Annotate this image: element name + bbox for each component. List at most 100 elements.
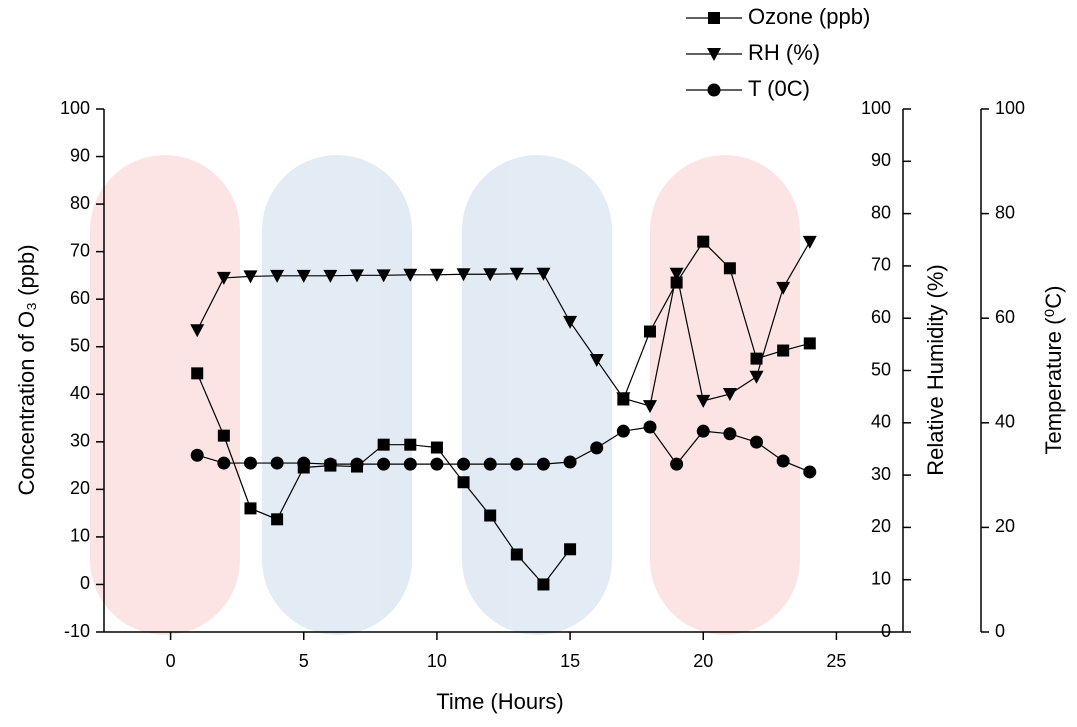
y3-tick-label: 100	[995, 98, 1025, 118]
watermark	[90, 155, 800, 635]
y2-tick-label: 30	[871, 464, 891, 484]
marker	[457, 457, 471, 471]
y-tick-label: 10	[70, 526, 90, 546]
marker	[670, 457, 684, 471]
marker	[510, 457, 524, 471]
marker	[564, 543, 577, 556]
x-tick-label: 0	[166, 651, 176, 671]
legend-label: RH (%)	[748, 40, 820, 65]
marker	[484, 509, 497, 522]
y2-tick-label: 20	[871, 516, 891, 536]
marker	[750, 352, 763, 365]
marker	[696, 394, 711, 408]
y-tick-label: 90	[70, 145, 90, 165]
y3-axis-title: Temperature (⁰C)	[1041, 286, 1066, 455]
marker	[643, 325, 656, 338]
marker	[217, 429, 230, 442]
y-tick-label: 100	[60, 98, 90, 118]
marker	[590, 441, 604, 455]
legend-label: T (0C)	[748, 76, 810, 101]
marker	[707, 48, 721, 61]
marker	[722, 388, 737, 402]
x-tick-label: 15	[560, 651, 580, 671]
marker	[217, 456, 231, 470]
marker	[297, 456, 311, 470]
y2-tick-label: 90	[871, 150, 891, 170]
marker	[723, 427, 737, 441]
marker	[723, 262, 736, 275]
marker	[350, 457, 364, 471]
marker	[708, 12, 720, 24]
y2-tick-label: 0	[881, 621, 891, 641]
marker	[377, 438, 390, 451]
x-axis-title: Time (Hours)	[436, 689, 564, 714]
marker	[509, 267, 524, 281]
marker	[563, 315, 578, 329]
marker	[270, 456, 284, 470]
marker	[430, 441, 443, 454]
y-tick-label: 40	[70, 383, 90, 403]
marker	[350, 269, 365, 283]
marker	[270, 269, 285, 283]
series-line	[196, 241, 811, 407]
y2-tick-label: 60	[871, 307, 891, 327]
marker	[803, 337, 816, 350]
marker	[696, 424, 710, 438]
marker	[803, 465, 817, 479]
y3-tick-label: 40	[995, 412, 1015, 432]
marker	[536, 457, 550, 471]
x-tick-label: 25	[826, 651, 846, 671]
marker	[777, 344, 790, 357]
y-tick-label: 30	[70, 431, 90, 451]
y3-tick-label: 0	[995, 621, 1005, 641]
marker	[537, 578, 550, 591]
marker	[776, 454, 790, 468]
marker	[510, 548, 523, 561]
y2-tick-label: 50	[871, 359, 891, 379]
marker	[483, 268, 498, 282]
marker	[697, 235, 710, 248]
marker	[616, 392, 631, 406]
marker	[323, 457, 337, 471]
marker	[642, 400, 657, 414]
marker	[430, 457, 444, 471]
marker	[669, 267, 684, 281]
marker	[271, 513, 284, 526]
x-tick-label: 5	[299, 651, 309, 671]
marker	[403, 268, 418, 282]
y-tick-label: 20	[70, 478, 90, 498]
marker	[429, 268, 444, 282]
marker	[190, 448, 204, 462]
marker	[616, 424, 630, 438]
y-tick-label: 80	[70, 193, 90, 213]
x-tick-label: 20	[693, 651, 713, 671]
y-tick-label: 50	[70, 335, 90, 355]
marker	[191, 367, 204, 380]
marker	[323, 269, 338, 283]
marker	[376, 269, 391, 283]
marker	[750, 435, 764, 449]
marker	[190, 324, 205, 338]
marker	[707, 83, 721, 97]
marker	[456, 268, 471, 282]
y3-tick-label: 80	[995, 202, 1015, 222]
marker	[243, 270, 258, 284]
marker	[643, 420, 657, 434]
marker	[776, 281, 791, 295]
marker	[244, 502, 257, 515]
marker	[243, 456, 257, 470]
y2-tick-label: 100	[861, 98, 891, 118]
marker	[457, 476, 470, 489]
marker	[296, 269, 311, 283]
y-tick-label: 60	[70, 288, 90, 308]
y2-tick-label: 70	[871, 255, 891, 275]
marker	[216, 271, 231, 285]
marker	[404, 438, 417, 451]
x-tick-label: 10	[427, 651, 447, 671]
y-tick-label: 0	[80, 573, 90, 593]
marker	[749, 370, 764, 384]
y2-axis-title: Relative Humidity (%)	[923, 264, 948, 476]
y3-tick-label: 20	[995, 516, 1015, 536]
y-axis-title: Concentration of O₃ (ppb)	[14, 244, 39, 495]
